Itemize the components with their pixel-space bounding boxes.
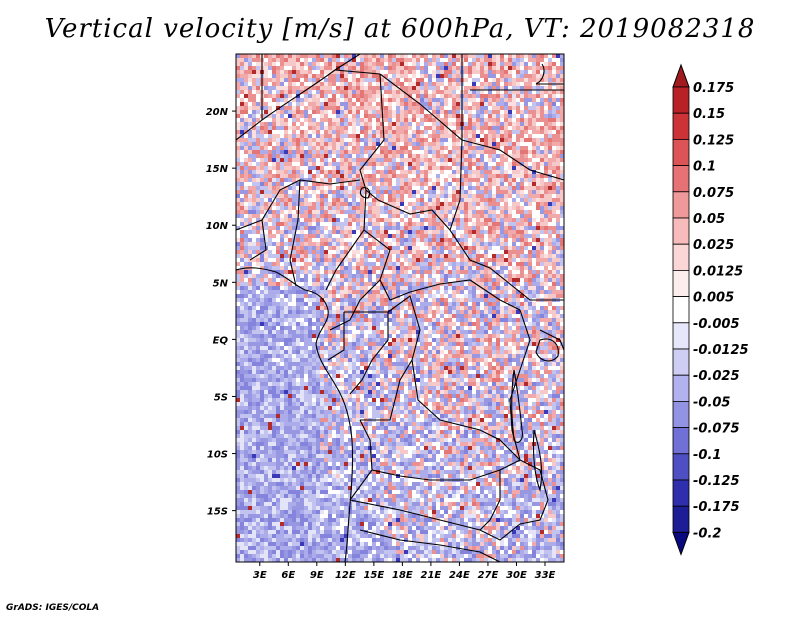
border-12 [363,229,521,311]
border-7 [236,179,361,231]
border-3 [334,54,463,142]
coast-east [535,63,564,85]
colorbar-swatch [672,348,690,376]
lat-tick-label: EQ [213,335,229,346]
border-21 [479,470,501,531]
lake-chad [359,187,371,199]
colorbar-label: -0.075 [693,422,740,437]
colorbar-label: -0.175 [693,500,740,515]
country-borders [236,54,564,562]
colorbar-top-arrow [672,63,690,88]
lat-tick-label: 10S [207,450,228,461]
lat-tick-label: 15S [207,507,228,518]
lon-tick-label: 3E [253,570,267,581]
colorbar-swatch [672,269,690,297]
border-15 [344,311,389,395]
lon-tick-label: 15E [363,570,384,581]
colorbar-label: -0.125 [693,474,740,489]
border-17 [360,359,413,421]
colorbar-swatch [672,505,690,533]
colorbar-swatch [672,191,690,219]
colorbar-swatch [672,400,690,428]
colorbar-label: -0.0125 [693,343,749,358]
lon-tick-label: 27E [478,570,499,581]
colorbar-label: -0.05 [693,395,730,410]
colorbar-swatch [672,322,690,350]
colorbar-label: -0.2 [693,526,721,541]
border-9 [289,179,301,287]
colorbar-label: -0.005 [693,317,740,332]
border-16 [387,295,521,461]
colorbar-label: 0.005 [693,291,734,306]
colorbar-swatch [672,243,690,271]
grads-credit: GrADS: IGES/COLA [6,603,100,613]
colorbar-label: -0.025 [693,369,740,384]
border-25 [359,529,501,562]
colorbar-label: 0.075 [693,186,734,201]
lon-tick-label: 30E [506,570,527,581]
border-19 [371,459,521,481]
lat-tick-label: 10N [206,221,229,232]
lon-tick-label: 12E [335,570,356,581]
map-frame [235,53,565,563]
lat-tick-label: 15N [206,164,229,175]
lon-tick-label: 18E [392,570,413,581]
colorbar-label: 0.15 [693,107,725,122]
colorbar-label: 0.1 [693,160,716,175]
border-8 [249,219,267,261]
border-5 [449,139,564,301]
border-14 [327,312,345,361]
colorbar-label: 0.175 [693,81,734,96]
colorbar-swatch [672,138,690,166]
lat-tick-label: 5N [213,278,229,289]
border-10 [325,189,367,291]
colorbar-swatch [672,453,690,481]
colorbar-swatch [672,427,690,455]
lake-malawi [532,429,543,492]
border-22 [519,459,549,525]
vertical-velocity-field [236,54,564,562]
lon-tick-label: 24E [449,570,470,581]
lon-tick-label: 9E [310,570,324,581]
lon-tick-label: 33E [535,570,556,581]
border-6 [461,139,564,181]
lat-tick-label: 20N [206,107,229,118]
lake-victoria [535,338,559,362]
colorbar-swatch [672,374,690,402]
colorbar-swatch [672,217,690,245]
map-title: Vertical velocity [m/s] at 600hPa, VT: 2… [44,14,756,44]
lon-tick-label: 21E [421,570,442,581]
colorbar-swatch [672,86,690,114]
colorbar-bottom-arrow [672,531,690,556]
border-11 [377,199,451,231]
lat-tick-label: 5S [214,392,228,403]
colorbar: 0.175 0.15 0.125 0.1 0.075 0.05 0.025 0.0125 0.0… [672,63,749,556]
border-13 [329,279,381,331]
west-africa-coastline [236,267,354,562]
colorbar-label: -0.1 [693,448,721,463]
border-2 [261,54,361,121]
colorbar-label: 0.025 [693,238,734,253]
colorbar-swatch [672,112,690,140]
map-axes: 20N 15N 10N 5N EQ 5S 10S 15S 3E 6E 9E 12E 15E 18E 21E 2… [206,107,556,581]
colorbar-label: 0.0125 [693,264,743,279]
lon-tick-label: 6E [281,570,295,581]
colorbar-swatch [672,165,690,193]
colorbar-label: 0.125 [693,133,734,148]
border-24 [539,329,564,351]
colorbar-swatch [672,296,690,324]
lake-tanganyika [511,369,523,443]
border-18 [349,419,373,501]
colorbar-label: 0.05 [693,212,725,227]
colorbar-swatch [672,479,690,507]
border-20 [349,499,521,541]
